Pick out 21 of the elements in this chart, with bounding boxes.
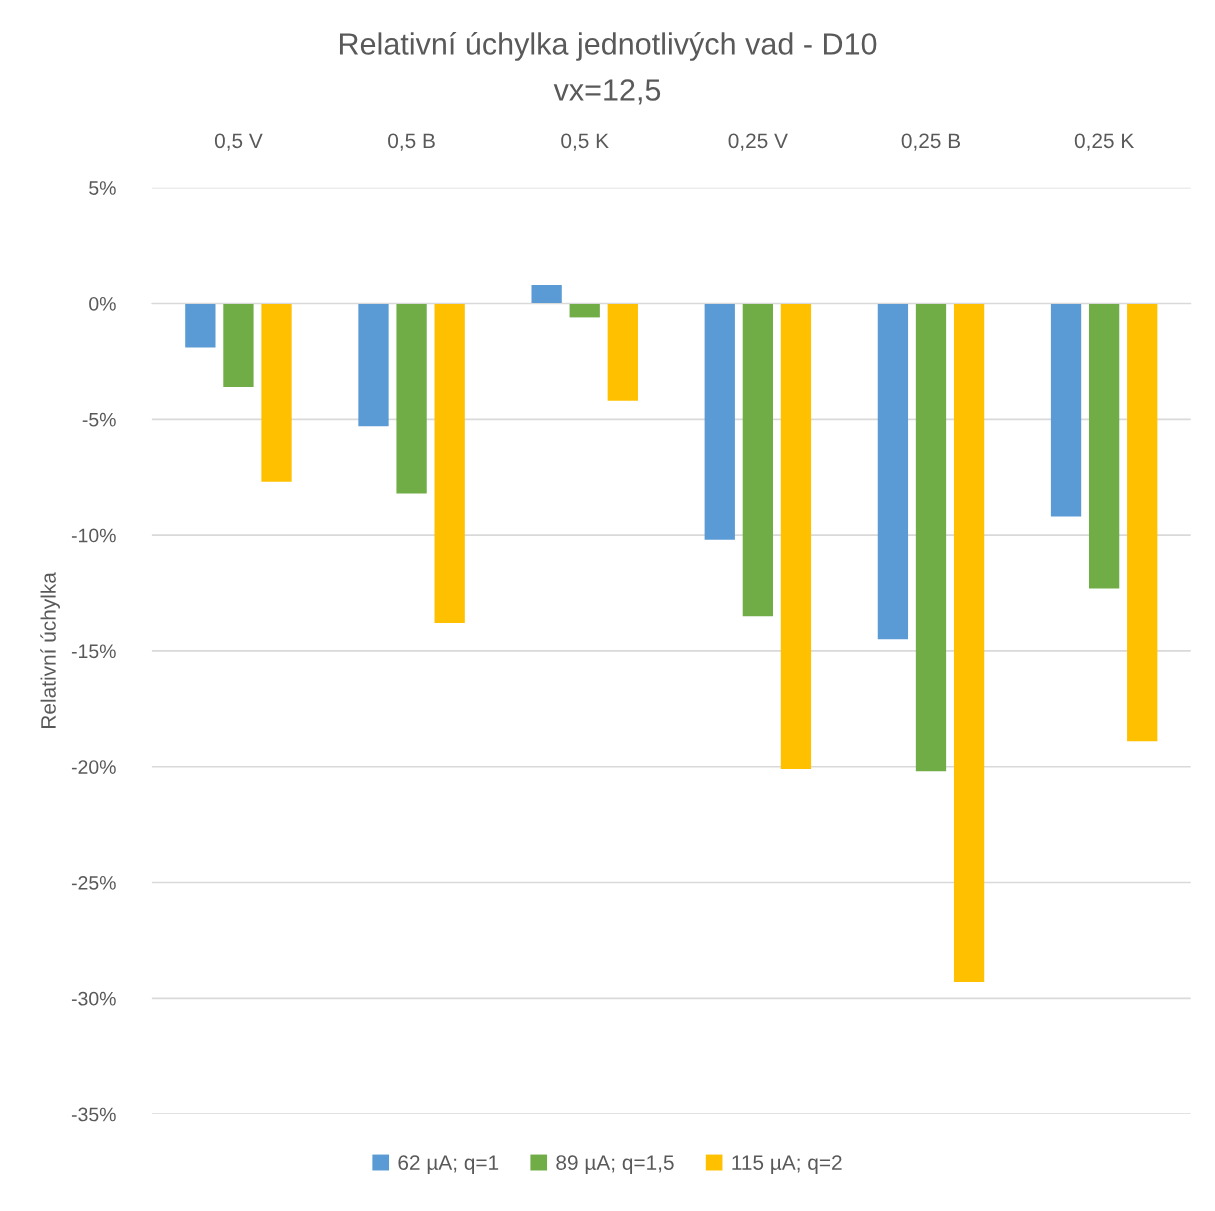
y-tick-label: -20%: [71, 760, 116, 774]
x-tick-label: 0,25 B: [901, 133, 961, 151]
chart-title: Relativní úchylka jednotlivých vad - D10: [339, 31, 877, 61]
y-axis-title: Relativní úchylka: [40, 572, 60, 728]
x-tick-label: 0,5 K: [561, 133, 609, 151]
legend-label: 115 µA; q=2: [732, 1155, 842, 1175]
y-tick-label: -5%: [82, 412, 116, 427]
y-tick-label: -35%: [71, 1107, 116, 1122]
y-tick-label: 0%: [89, 296, 116, 311]
y-tick-label: -30%: [71, 991, 116, 1006]
y-tick-label: -25%: [71, 875, 116, 890]
legend-label: 62 µA; q=1: [398, 1155, 499, 1175]
x-tick-label: 0,25 K: [1074, 133, 1135, 151]
x-tick-label: 0,5 V: [214, 133, 263, 151]
y-tick-label: -15%: [71, 644, 116, 659]
chart-subtitle: vx=12,5: [553, 79, 661, 105]
legend-label: 89 µA; q=1,5: [556, 1155, 674, 1175]
x-tick-label: 0,5 B: [388, 133, 435, 151]
x-tick-label: 0,25 V: [728, 133, 788, 151]
y-tick-label: 5%: [89, 181, 116, 195]
y-tick-label: -10%: [71, 528, 116, 543]
